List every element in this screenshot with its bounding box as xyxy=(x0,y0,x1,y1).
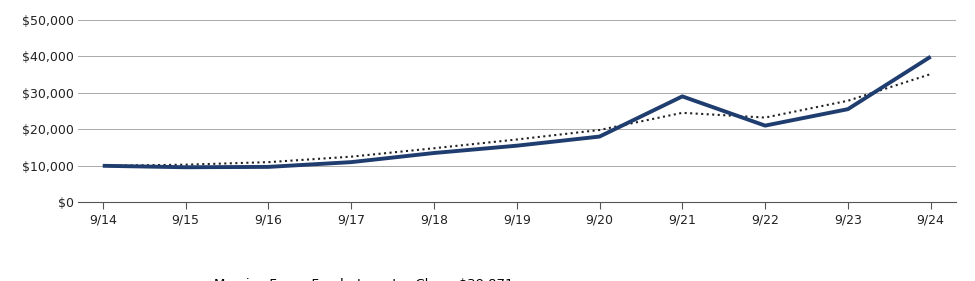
Legend: Marsico Focus Fund - Investor Class, $39,871, S&P 500® Index, $35,098: Marsico Focus Fund - Investor Class, $39… xyxy=(155,278,514,281)
